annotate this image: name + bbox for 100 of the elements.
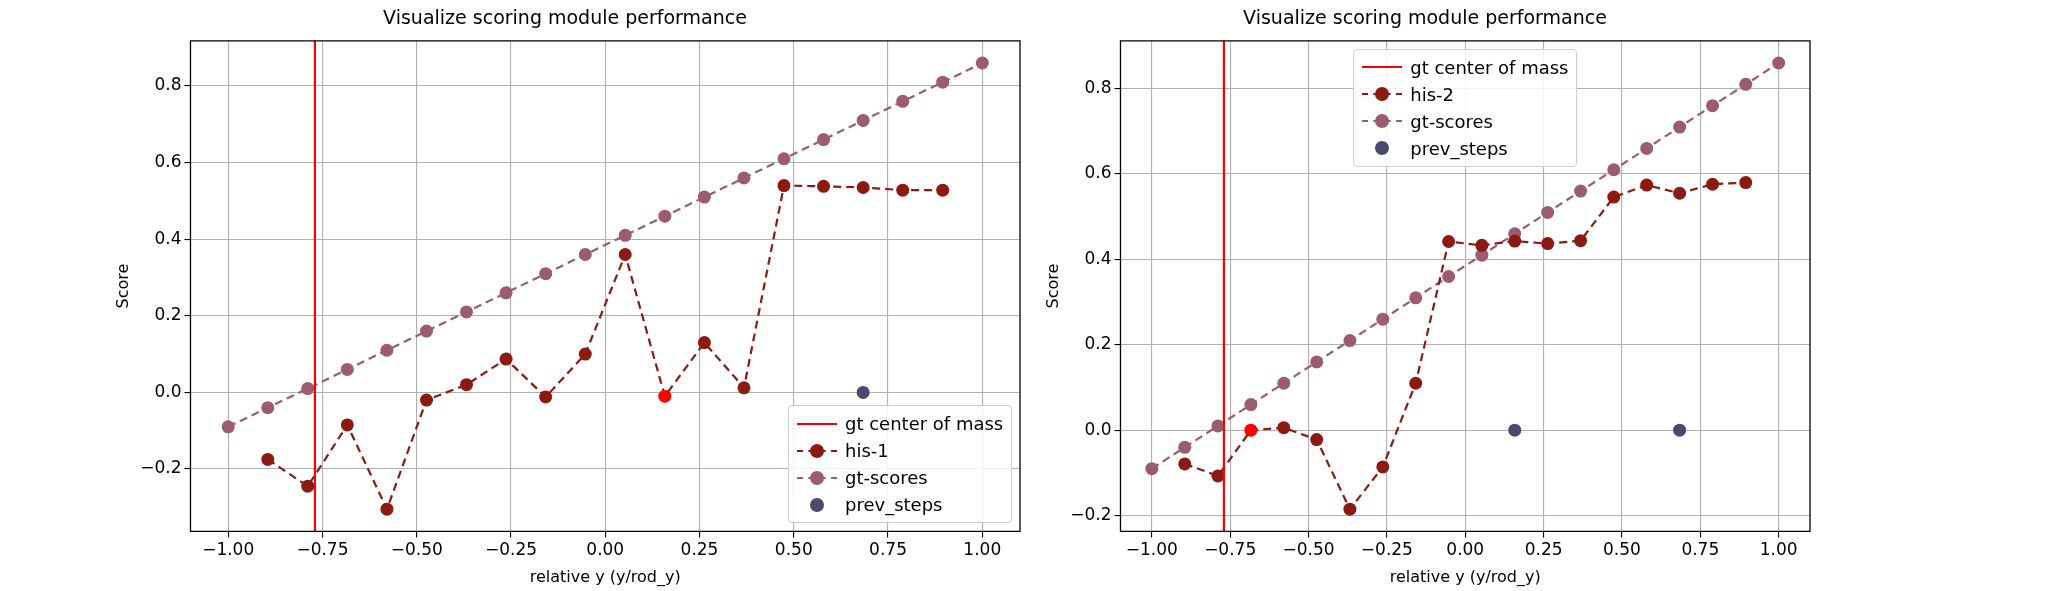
point [221, 420, 235, 434]
point [539, 267, 553, 281]
point [817, 179, 831, 193]
point [1739, 176, 1753, 190]
point [817, 133, 831, 147]
chart-title: Visualize scoring module performance [383, 6, 747, 29]
x-tick-label: 0.00 [1446, 539, 1485, 560]
y-tick-label: 0.6 [154, 151, 182, 172]
chart-title: Visualize scoring module performance [1243, 6, 1607, 29]
x-tick-label: 1.00 [963, 539, 1002, 560]
point [539, 390, 553, 404]
point [1574, 184, 1588, 198]
point [420, 324, 434, 338]
point [499, 286, 513, 300]
x-tick-label: 0.25 [1524, 539, 1563, 560]
point [1178, 440, 1192, 454]
point [1640, 141, 1654, 155]
point [1442, 269, 1456, 283]
point [1508, 234, 1522, 248]
point [1277, 421, 1291, 435]
point [420, 393, 434, 407]
x-tick-label: 0.50 [1603, 539, 1641, 560]
point [1343, 502, 1357, 516]
legend-label: prev_steps [1410, 137, 1508, 159]
point [340, 418, 354, 432]
point [1310, 355, 1324, 369]
point [856, 113, 870, 127]
legend-label: his-1 [845, 440, 889, 462]
point [737, 171, 751, 185]
point [1706, 99, 1720, 113]
point [1211, 469, 1225, 483]
point [777, 179, 791, 193]
point [1244, 423, 1258, 437]
x-tick-label: 1.00 [1759, 539, 1798, 560]
x-tick-label: −1.00 [202, 539, 255, 560]
point [936, 75, 950, 89]
point [578, 248, 592, 261]
point [618, 248, 632, 261]
point [261, 452, 275, 466]
y-tick-label: 0.2 [154, 304, 182, 325]
y-axis-title: Score [1042, 263, 1062, 309]
point [1739, 77, 1753, 91]
point [1244, 398, 1258, 412]
point [1541, 237, 1555, 251]
point [856, 180, 870, 194]
y-tick-label: −0.2 [140, 457, 182, 478]
point [1277, 376, 1291, 390]
point [1640, 178, 1654, 192]
y-axis-title: Score [112, 263, 132, 309]
point [261, 401, 275, 415]
y-tick-label: 0.6 [1084, 162, 1112, 183]
point [975, 56, 989, 70]
y-tick-label: 0.4 [1084, 247, 1112, 268]
y-tick-label: 0.8 [1084, 77, 1112, 98]
x-tick-label: 0.25 [680, 539, 719, 560]
point [1541, 205, 1555, 219]
x-tick-label: −0.25 [1360, 539, 1413, 560]
point [1772, 56, 1786, 70]
x-tick-label: 0.00 [586, 539, 625, 560]
x-tick-label: −0.75 [1204, 539, 1257, 560]
point [578, 347, 592, 361]
point [1343, 334, 1357, 348]
legend-label: his-2 [1410, 83, 1454, 105]
x-tick-label: 0.50 [774, 539, 813, 560]
x-tick-label: −0.25 [484, 539, 538, 560]
legend-label: gt-scores [845, 467, 928, 489]
point [737, 381, 751, 395]
y-tick-label: 0.4 [154, 227, 182, 248]
point [777, 152, 791, 166]
point [1508, 423, 1522, 437]
point [1310, 433, 1324, 447]
point [1607, 163, 1621, 177]
point [856, 385, 870, 399]
point [1706, 177, 1720, 191]
point [658, 389, 672, 403]
point [1673, 186, 1687, 200]
point [697, 190, 711, 204]
point [1607, 190, 1621, 204]
point [301, 479, 315, 493]
point [340, 362, 354, 376]
point [459, 305, 473, 319]
legend-label: gt center of mass [845, 413, 1004, 435]
legend-label: prev_steps [845, 494, 943, 516]
point [1574, 234, 1588, 248]
x-tick-label: −1.00 [1125, 539, 1178, 560]
point [499, 352, 513, 366]
point [896, 94, 910, 108]
point [1409, 376, 1423, 390]
x-axis-title: relative y (y/rod_y) [1389, 566, 1541, 587]
point [1475, 238, 1489, 252]
point [1178, 457, 1192, 471]
x-tick-label: 0.75 [869, 539, 907, 560]
point [697, 336, 711, 350]
point [896, 183, 910, 197]
point [618, 228, 632, 242]
point [1442, 234, 1456, 248]
point [1145, 462, 1159, 476]
point [936, 183, 950, 197]
point [380, 343, 394, 357]
x-axis-title: relative y (y/rod_y) [529, 566, 681, 587]
